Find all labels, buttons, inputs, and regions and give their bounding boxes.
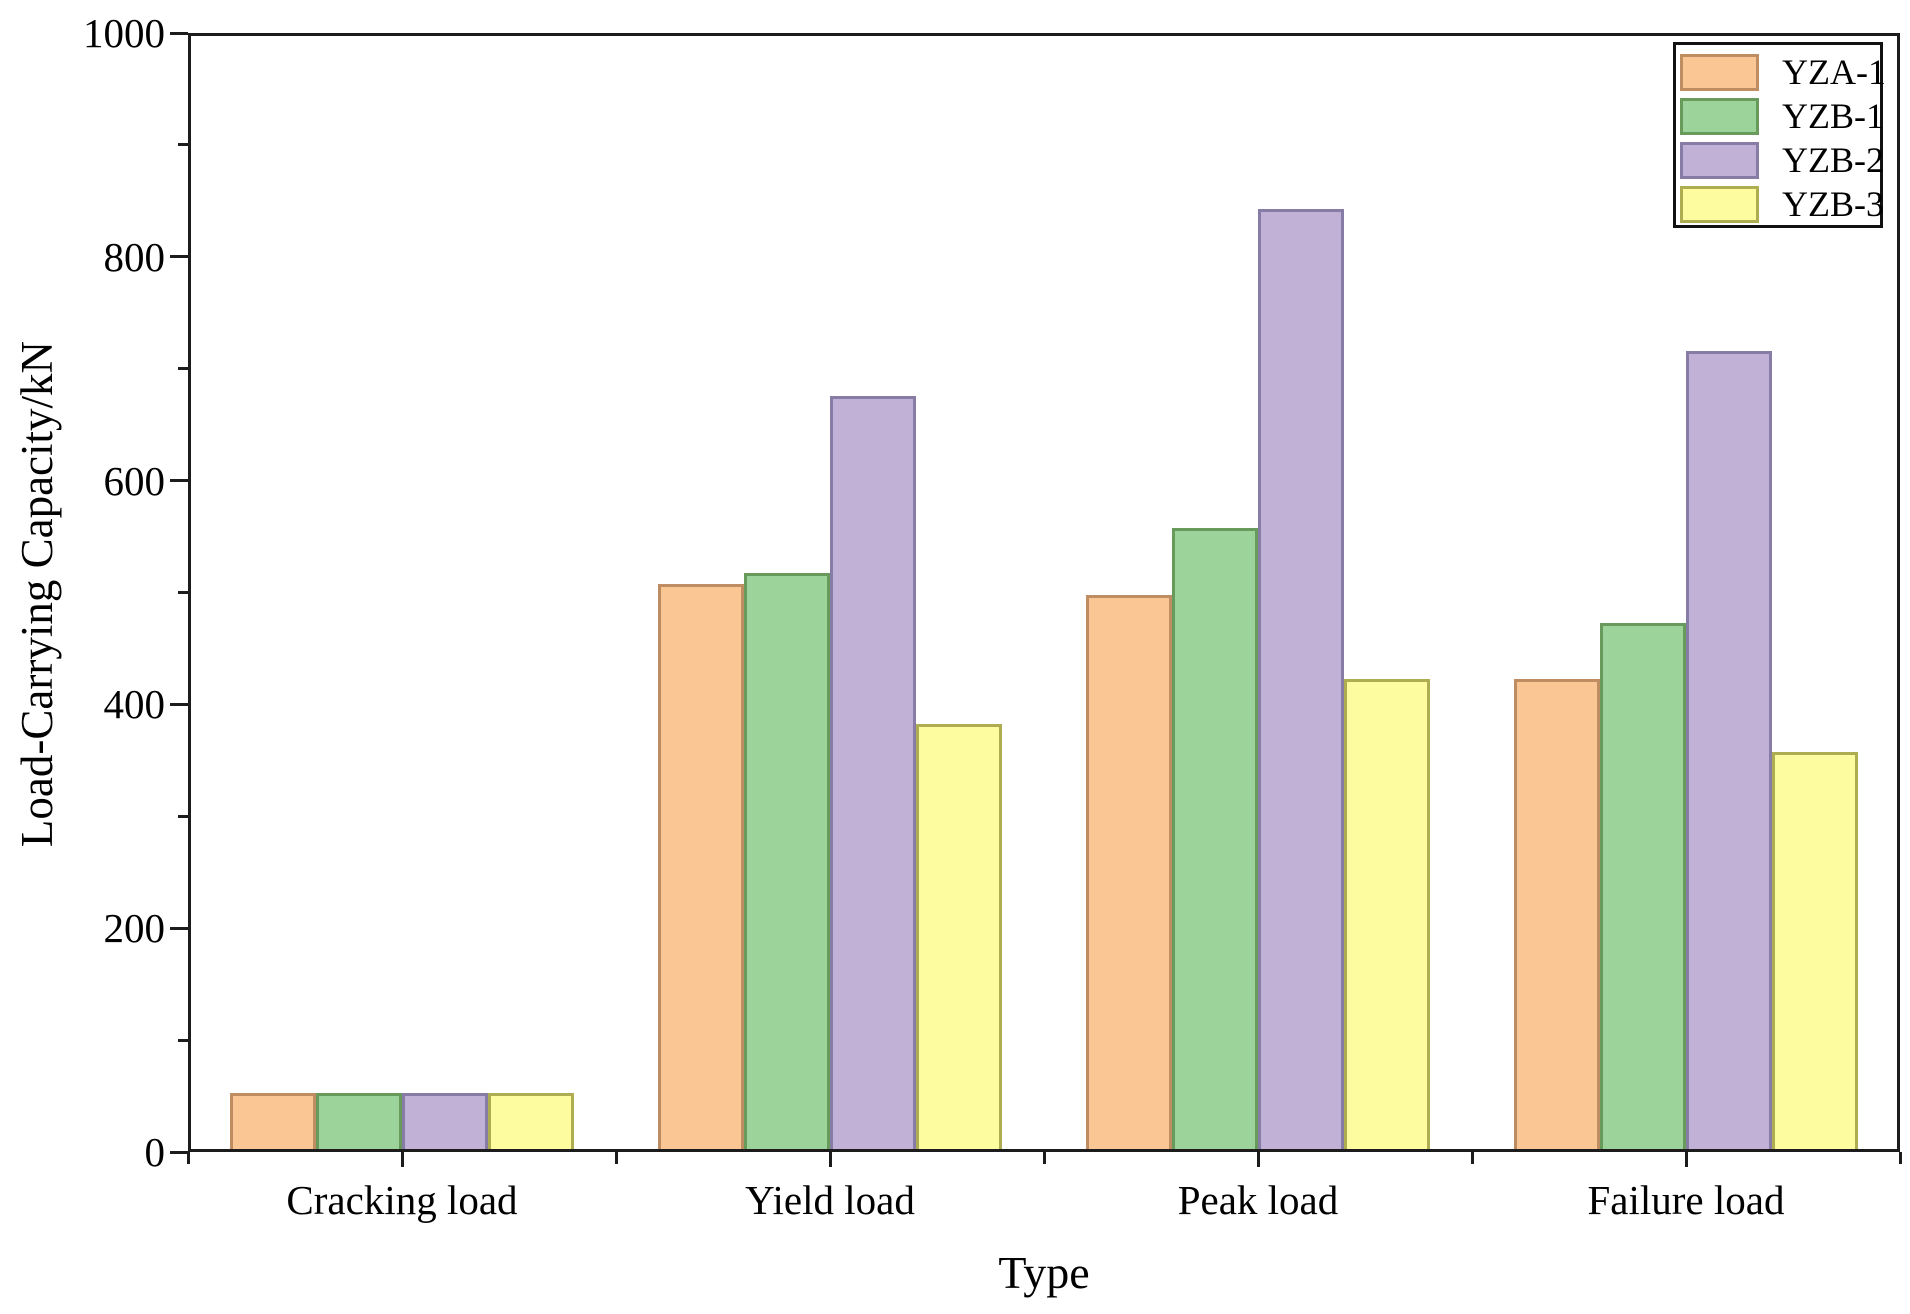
x-major-tick [1684,1152,1688,1167]
x-boundary-tick [186,1152,190,1164]
x-major-tick [828,1152,832,1167]
legend-item-YZB-1: YZB-1 [1676,94,1884,138]
y-tick-label: 0 [144,1129,166,1175]
y-minor-tick [178,591,188,594]
legend-label-YZA-1: YZA-1 [1782,52,1886,92]
legend-label-YZB-3: YZB-3 [1782,184,1884,224]
x-major-tick [400,1152,404,1167]
bar-YZB-2-failure-load [1686,351,1772,1149]
y-tick-label: 400 [103,681,166,728]
bar-YZB-3-peak-load [1344,679,1430,1149]
x-tick-label: Failure load [1587,1177,1785,1223]
bar-YZA-1-failure-load [1514,679,1600,1149]
x-boundary-tick [1898,1152,1902,1164]
bar-YZB-2-yield-load [830,396,916,1149]
y-tick-label: 1000 [83,10,165,56]
x-axis-title: Type [998,1247,1090,1298]
bar-YZB-2-cracking-load [402,1093,488,1149]
x-boundary-tick [614,1152,618,1164]
y-major-tick [170,255,188,259]
y-axis-title: Load-Carrying Capacity/kN [12,340,62,848]
bar-YZA-1-peak-load [1086,595,1172,1149]
y-major-tick [170,702,188,706]
legend-item-YZB-3: YZB-3 [1676,182,1884,226]
legend-swatch-YZB-3 [1680,185,1759,223]
y-minor-tick [178,367,188,371]
legend-item-YZB-2: YZB-2 [1676,138,1884,182]
y-minor-tick [178,1038,188,1042]
y-minor-tick [178,814,188,818]
x-boundary-tick [1042,1152,1046,1164]
bar-YZB-3-cracking-load [488,1093,574,1149]
y-tick-label: 200 [103,905,166,952]
legend: YZA-1 YZB-1 YZB-2 YZB-3 [1673,42,1886,228]
y-major-tick [170,926,188,930]
x-tick-label: Cracking load [286,1177,518,1223]
y-major-tick [170,31,188,35]
y-major-tick [170,479,188,483]
y-tick-label: 800 [103,233,166,280]
legend-swatch-YZB-2 [1680,141,1759,179]
y-minor-tick [178,143,188,147]
legend-swatch-YZA-1 [1680,53,1759,91]
bar-YZB-2-peak-load [1258,209,1344,1149]
x-major-tick [1256,1152,1260,1167]
bar-YZA-1-cracking-load [230,1093,316,1149]
bar-YZB-1-peak-load [1172,528,1258,1149]
plot-area [188,33,1900,1152]
bar-YZB-3-yield-load [916,724,1002,1149]
bar-YZB-3-failure-load [1772,752,1858,1149]
y-major-tick [170,1150,188,1154]
x-boundary-tick [1470,1152,1474,1164]
legend-item-YZA-1: YZA-1 [1676,50,1886,94]
x-tick-label: Yield load [745,1177,915,1223]
bar-YZB-1-failure-load [1600,623,1686,1149]
y-tick-label: 600 [103,457,166,504]
legend-swatch-YZB-1 [1680,97,1759,135]
bar-YZA-1-yield-load [658,584,744,1149]
bar-YZB-1-cracking-load [316,1093,402,1149]
legend-label-YZB-2: YZB-2 [1782,140,1884,180]
x-tick-label: Peak load [1177,1177,1339,1223]
legend-label-YZB-1: YZB-1 [1782,96,1884,136]
bar-YZB-1-yield-load [744,573,830,1149]
